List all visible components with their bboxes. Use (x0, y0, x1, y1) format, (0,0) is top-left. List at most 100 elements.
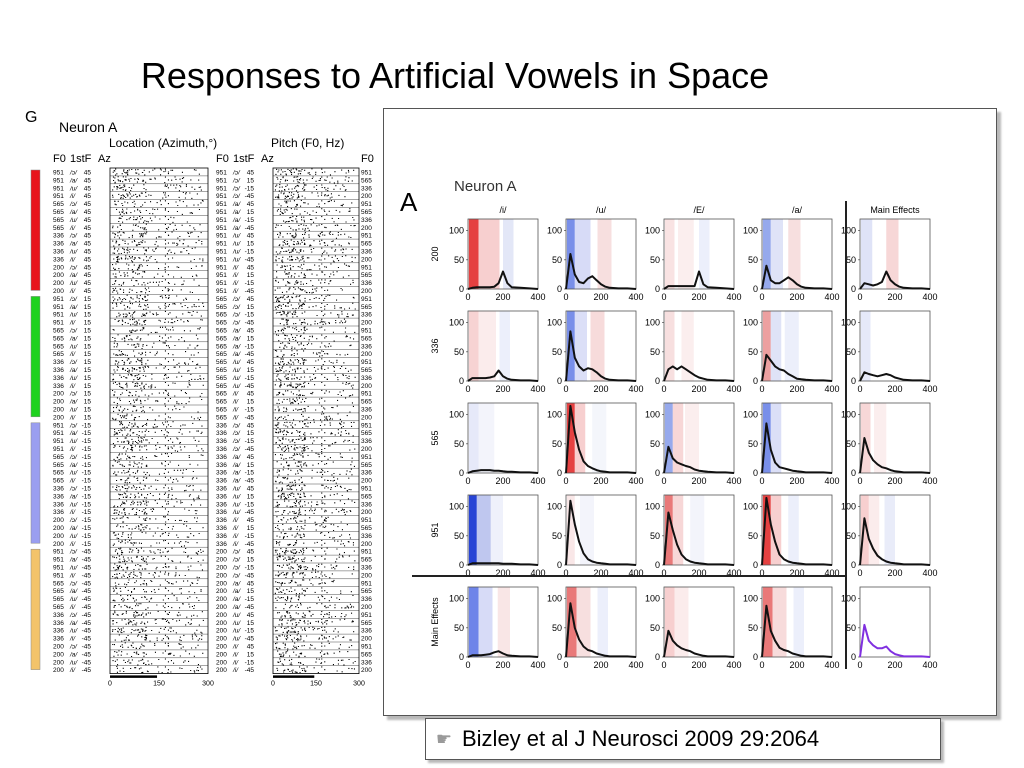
y-tick-label: 50 (650, 255, 660, 265)
pitch-row-f0-label: 336 (216, 517, 227, 524)
psth-line (859, 517, 931, 566)
third-row-f0-label: 200 (361, 193, 372, 200)
pitch-row-az-label: 45 (247, 580, 255, 587)
location-row-f0-label: 565 (53, 351, 64, 358)
y-tick-label: 0 (557, 560, 562, 570)
location-row-az-label: -45 (82, 604, 92, 611)
x-tick-label: 200 (789, 660, 804, 670)
pitch-row-f0-label: 951 (216, 170, 227, 177)
location-row-f0-label: 565 (53, 343, 64, 350)
location-row-formant-label: /ɔ/ (69, 391, 78, 398)
pitch-row-formant-label: /u/ (232, 636, 241, 643)
y-tick-label: 50 (552, 623, 562, 633)
third-row-f0-label: 336 (361, 596, 372, 603)
location-row-az-label: 15 (84, 367, 92, 374)
y-tick-label: 100 (841, 410, 856, 420)
pitch-row-formant-label: /i/ (232, 391, 239, 398)
pitch-row-az-label: -15 (245, 217, 255, 224)
pitch-row-az-label: 15 (247, 177, 255, 184)
third-row-f0-label: 336 (361, 470, 372, 477)
x-tick-label: 200 (887, 292, 902, 302)
pitch-row-az-label: -45 (245, 383, 255, 390)
x-tick-label: 0 (759, 660, 764, 670)
location-row-f0-label: 951 (53, 438, 64, 445)
location-row-az-label: -15 (82, 430, 92, 437)
tuning-shade (770, 403, 782, 473)
pitch-row-f0-label: 951 (216, 280, 227, 287)
location-row-az-label: 45 (84, 225, 92, 232)
pitch-row-formant-label: /u/ (232, 256, 241, 263)
tuning-shade (690, 495, 705, 565)
x-tick-label: 0 (465, 660, 470, 670)
psth-line (663, 445, 735, 474)
location-row-az-label: -45 (82, 612, 92, 619)
location-row-f0-label: 336 (53, 359, 64, 366)
pitch-row-az-label: -45 (245, 572, 255, 579)
x-tick-label: 200 (789, 476, 804, 486)
location-row-az-label: -15 (82, 533, 92, 540)
x-tick-label: 0 (563, 660, 568, 670)
location-row-formant-label: /a/ (69, 493, 78, 500)
location-row-formant-label: /u/ (69, 185, 78, 192)
tuning-shade (597, 587, 608, 657)
location-row-formant-label: /i/ (69, 509, 76, 516)
x-tick-label: 400 (628, 660, 643, 670)
location-row-f0-label: 200 (53, 272, 64, 279)
y-tick-label: 50 (650, 623, 660, 633)
location-row-formant-label: /i/ (69, 478, 76, 485)
x-tick-label: 400 (628, 384, 643, 394)
location-row-az-label: -15 (82, 493, 92, 500)
pitch-row-f0-label: 200 (216, 549, 227, 556)
y-tick-label: 100 (449, 502, 464, 512)
pitch-row-formant-label: /ɔ/ (232, 320, 241, 327)
location-row-formant-label: /i/ (69, 256, 76, 263)
citation-text: Bizley et al J Neurosci 2009 29:2064 (462, 726, 820, 751)
location-row-f0-label: 951 (53, 565, 64, 572)
y-tick-label: 0 (851, 652, 856, 662)
location-raster-spikes (112, 168, 205, 674)
pitch-row-az-label: 45 (247, 296, 255, 303)
tuning-shade (478, 587, 493, 657)
location-row-formant-label: /u/ (69, 470, 78, 477)
pitch-row-formant-label: /i/ (232, 533, 239, 540)
x-tick-label: 200 (495, 476, 510, 486)
y-tick-label: 50 (846, 531, 856, 541)
y-tick-label: 100 (841, 594, 856, 604)
psth-frame (663, 402, 735, 474)
x-tick-label: 0 (465, 568, 470, 578)
pitch-row-formant-label: /i/ (232, 541, 239, 548)
location-row-formant-label: /i/ (69, 572, 76, 579)
pitch-raster-xtick-label: 150 (310, 681, 322, 688)
pitch-row-formant-label: /a/ (232, 217, 241, 224)
location-row-formant-label: /a/ (69, 335, 78, 342)
x-tick-label: 200 (691, 568, 706, 578)
x-tick-label: 200 (593, 476, 608, 486)
location-row-f0-label: 336 (53, 241, 64, 248)
location-row-az-label: 45 (84, 264, 92, 271)
x-tick-label: 400 (922, 292, 937, 302)
y-tick-label: 0 (557, 468, 562, 478)
psth-line (761, 604, 833, 658)
x-tick-label: 200 (593, 568, 608, 578)
location-row-formant-label: /u/ (69, 565, 78, 572)
psth-panel: 0 50 100 0 200 400 (645, 494, 742, 578)
third-row-f0-label: 565 (361, 272, 372, 279)
third-row-f0-label: 951 (361, 170, 372, 177)
third-row-f0-label: 200 (361, 288, 372, 295)
tuning-shade (874, 403, 887, 473)
pitch-row-az-label: 15 (247, 304, 255, 311)
neuron-label: Neuron A (59, 119, 118, 135)
pitch-row-az-label: -15 (245, 501, 255, 508)
tuning-shade (860, 219, 873, 289)
third-row-f0-label: 200 (361, 256, 372, 263)
pitch-row-formant-label: /ɔ/ (232, 438, 241, 445)
third-row-f0-label: 200 (361, 667, 372, 674)
location-raster-xtick-label: 150 (153, 681, 165, 688)
y-tick-label: 50 (846, 623, 856, 633)
tuning-shade (762, 311, 771, 381)
tuning-shade (762, 587, 773, 657)
location-row-az-label: -15 (82, 509, 92, 516)
location-row-az-label: 45 (84, 249, 92, 256)
x-tick-label: 400 (530, 292, 545, 302)
location-row-az-label: 45 (84, 272, 92, 279)
